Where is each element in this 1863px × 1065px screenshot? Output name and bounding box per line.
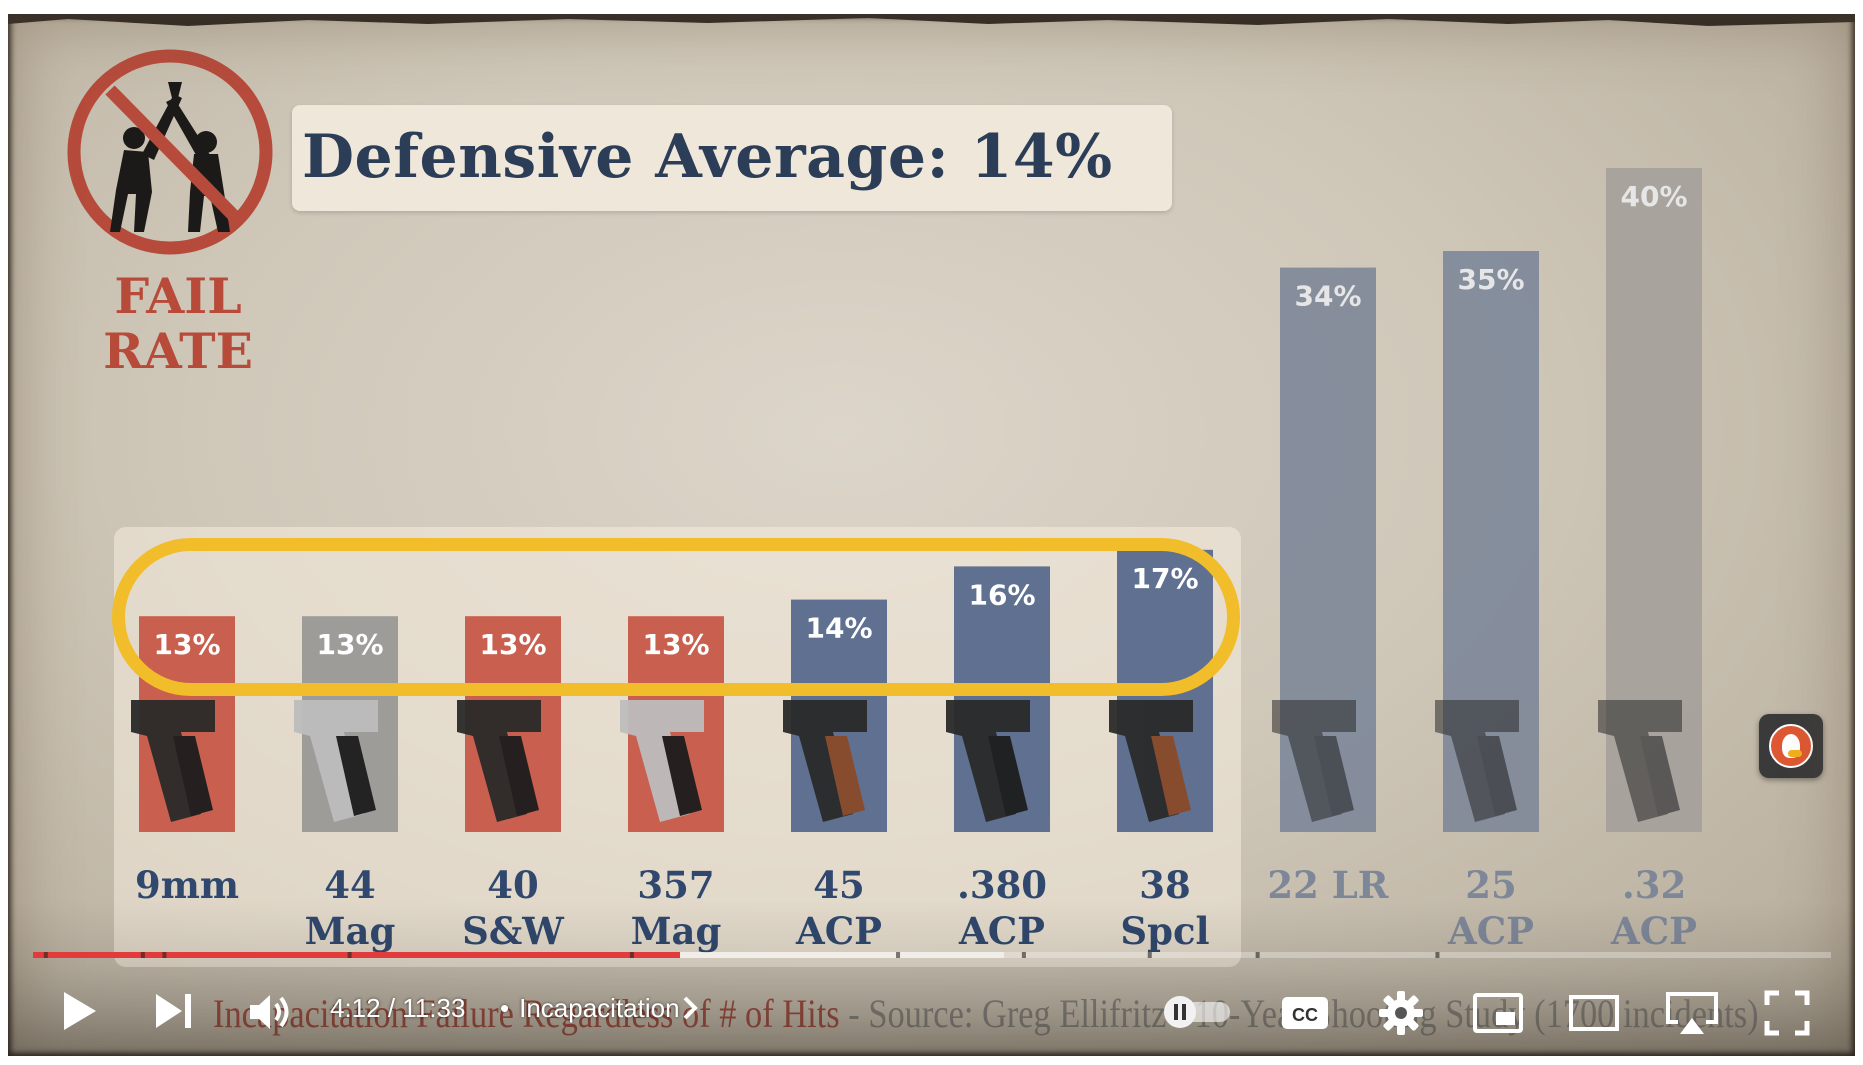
- category-label-5-1: ACP: [958, 909, 1045, 953]
- handgun-icon: [1598, 700, 1682, 822]
- chapter-gap: [1435, 952, 1440, 958]
- category-label-6-0: 38: [1139, 863, 1191, 907]
- category-label-6-1: Spcl: [1120, 909, 1209, 953]
- category-label-2-1: S&W: [462, 909, 564, 953]
- fullscreen-button[interactable]: [1764, 990, 1810, 1036]
- handgun-icon: [457, 700, 541, 822]
- airplay-icon: [1666, 992, 1718, 1024]
- handgun-icon: [620, 700, 704, 822]
- slide-title: Defensive Average: 14%: [302, 122, 1113, 192]
- captions-button[interactable]: CC: [1280, 993, 1330, 1033]
- category-label-8-1: ACP: [1447, 909, 1534, 953]
- chapter-gap: [896, 952, 901, 958]
- highlight-ring: [112, 538, 1240, 696]
- handgun-icon: [946, 700, 1030, 822]
- chapter-markers: [43, 952, 1440, 958]
- bar-value-label-7: 34%: [1294, 280, 1361, 313]
- category-label-5-0: .380: [957, 863, 1047, 907]
- miniplayer-button[interactable]: [1472, 992, 1524, 1034]
- fail-rate-label-line1: FAIL: [114, 267, 242, 325]
- no-fighting-icon: [67, 49, 273, 255]
- chapter-gap: [140, 952, 145, 958]
- chevron-right-icon[interactable]: [680, 993, 700, 1023]
- category-label-4-0: 45: [813, 863, 865, 907]
- next-icon: [156, 994, 182, 1028]
- autoplay-toggle[interactable]: [1162, 994, 1234, 1030]
- theater-mode-button[interactable]: [1568, 994, 1620, 1032]
- settings-button[interactable]: [1378, 990, 1424, 1036]
- category-label-3-0: 357: [637, 863, 714, 907]
- volume-icon: [250, 995, 270, 1029]
- handgun-icon: [783, 700, 867, 822]
- next-button[interactable]: [152, 990, 196, 1032]
- volume-button[interactable]: [246, 990, 294, 1034]
- time-display: 4:12 / 11:33: [330, 993, 466, 1023]
- handgun-icon: [1435, 700, 1519, 822]
- bar-value-label-1: 13%: [316, 628, 383, 661]
- handgun-icon: [1109, 700, 1193, 822]
- duckduckgo-icon: [1769, 724, 1813, 768]
- category-label-9-0: .32: [1622, 863, 1686, 907]
- handgun-icon: [294, 700, 378, 822]
- bar-value-label-2: 13%: [479, 628, 546, 661]
- bar-value-label-4: 14%: [805, 612, 872, 645]
- chapter-title[interactable]: • Incapacitation: [500, 993, 680, 1023]
- bar-value-label-8: 35%: [1457, 263, 1524, 296]
- chapter-gap: [43, 952, 48, 958]
- category-label-1-1: Mag: [305, 909, 396, 953]
- handgun-icon: [1272, 700, 1356, 822]
- handgun-icon: [131, 700, 215, 822]
- category-label-9-1: ACP: [1610, 909, 1697, 953]
- progress-played: [33, 952, 681, 958]
- fullscreen-icon: [1764, 990, 1810, 1036]
- cc-icon: [1282, 997, 1328, 1029]
- chapter-gap: [347, 952, 352, 958]
- play-button[interactable]: [56, 988, 102, 1034]
- video-player[interactable]: FAIL RATE Defensive Average: 14% 13% 9mm 1…: [8, 14, 1855, 1056]
- fail-rate-label-line2: RATE: [103, 322, 253, 380]
- category-label-7-0: 22 LR: [1267, 863, 1388, 907]
- bar-value-label-3: 13%: [642, 628, 709, 661]
- category-label-8-0: 25: [1465, 863, 1517, 907]
- category-label-0-0: 9mm: [135, 863, 239, 907]
- chapter-gap: [629, 952, 634, 958]
- category-label-2-0: 40: [487, 863, 539, 907]
- fail-rate-bar-chart: 13%9mm13%44Mag13%40S&W13%357Mag14%45ACP1…: [131, 168, 1702, 953]
- play-icon: [64, 992, 96, 1030]
- svg-text:CC: CC: [1292, 1005, 1318, 1025]
- autoplay-toggle-icon: [1164, 996, 1196, 1028]
- title-banner: [292, 105, 1172, 211]
- chapter-gap: [162, 952, 167, 958]
- miniplayer-icon: [1473, 993, 1523, 1033]
- bar-value-label-9: 40%: [1620, 180, 1687, 213]
- chapter-gap: [1021, 952, 1026, 958]
- bar-value-label-5: 16%: [968, 578, 1035, 611]
- theater-mode-icon: [1569, 995, 1619, 1031]
- duckduckgo-extension-button[interactable]: [1759, 714, 1823, 778]
- airplay-button[interactable]: [1664, 990, 1720, 1036]
- category-label-4-1: ACP: [795, 909, 882, 953]
- chapter-gap: [1147, 952, 1152, 958]
- caption-main: Incapacitation Failure Regardless of # o…: [213, 991, 840, 1036]
- category-label-3-1: Mag: [631, 909, 722, 953]
- chapter-gap: [1255, 952, 1260, 958]
- category-label-1-0: 44: [324, 863, 376, 907]
- progress-bar[interactable]: [33, 952, 1831, 958]
- chapter-name: Incapacitation: [519, 993, 680, 1023]
